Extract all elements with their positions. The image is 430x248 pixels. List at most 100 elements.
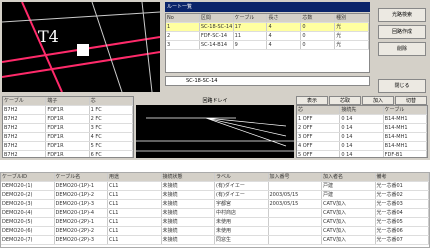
header-cell: 接続状態 (162, 173, 216, 181)
table-cell: FDF1R (46, 151, 89, 158)
table-cell: CL1 (108, 236, 162, 244)
table-cell: 未接続 (162, 218, 216, 226)
tab[interactable]: 芯取 (329, 96, 361, 105)
tab[interactable]: 表示 (296, 96, 328, 105)
table-cell: 4 (267, 23, 301, 31)
button[interactable]: 光路検索 (378, 8, 426, 22)
table-cell: CL1 (108, 209, 162, 217)
panel-title: ルート一覧 (165, 2, 370, 12)
table-cell (269, 227, 323, 235)
table-cell: B7H2 (3, 124, 46, 132)
table-cell: 4 (267, 32, 301, 40)
table-cell: B7H2 (3, 142, 46, 150)
table-cell: 0 14 (340, 133, 383, 141)
table-cell: 6 FC (90, 151, 133, 158)
table-cell: 1 OFF (297, 115, 340, 123)
diagram-bg (136, 96, 294, 158)
map-node (77, 44, 89, 56)
header-cell: 長さ (267, 14, 301, 22)
button[interactable]: 削除 (378, 42, 426, 56)
table-cell: FDF1R (46, 106, 89, 114)
header-cell: 芯 (90, 97, 133, 105)
table-cell: (有)ダイエー (215, 191, 269, 199)
table-cell: 4 (267, 41, 301, 49)
table-cell: DEMO20-(1P)-2 (55, 191, 109, 199)
table-cell: CATV加入 (322, 236, 376, 244)
table-cell: 未接続 (162, 200, 216, 208)
tab[interactable]: 切替 (395, 96, 427, 105)
table-cell: 未接続 (162, 209, 216, 217)
table-cell: B7H2 (3, 106, 46, 114)
table-cell: B7H2 (3, 151, 46, 158)
table-cell: 0 14 (340, 124, 383, 132)
button[interactable]: 回路作成 (378, 25, 426, 39)
table-cell: 光ー芯番06 (376, 227, 430, 235)
table-cell: 中村商店 (215, 209, 269, 217)
button[interactable]: 閉じる (378, 79, 426, 93)
table-cell: 未接続 (162, 191, 216, 199)
table-cell (269, 236, 323, 244)
table-cell: CATV加入 (322, 209, 376, 217)
header-row: 芯接続先ケーブル (297, 106, 427, 115)
table-cell: DEMO20-(6) (1, 227, 55, 235)
route-input[interactable]: SC-18-SC-14 (165, 76, 370, 86)
header-row: No区間ケーブル長さ芯数種別 (166, 14, 369, 23)
table-cell: 未使用 (215, 218, 269, 226)
table-cell: 5 FC (90, 142, 133, 150)
table-cell: 光 (335, 41, 369, 49)
table-cell: 未接続 (162, 236, 216, 244)
table-cell: 0 14 (340, 115, 383, 123)
table-cell: DEMO20-(1P)-3 (55, 200, 109, 208)
table-cell: 1 FC (90, 106, 133, 114)
bottom-table: ケーブルIDケーブル名用途接続状態ラベル加入番号加入者名備考DEMO20-(1)… (0, 172, 430, 248)
table-cell: 3 FC (90, 124, 133, 132)
table-cell: CL1 (108, 182, 162, 190)
table-cell: 光ー芯番04 (376, 209, 430, 217)
table-cell: 未接続 (162, 227, 216, 235)
table-cell: 光ー芯番01 (376, 182, 430, 190)
table-cell: CATV加入 (322, 218, 376, 226)
header-cell: 加入者名 (322, 173, 376, 181)
table-cell: 2 FC (90, 115, 133, 123)
tab[interactable]: 加入 (362, 96, 394, 105)
table-cell: 5 OFF (297, 151, 340, 158)
table-cell: CL1 (108, 218, 162, 226)
header-cell: 備考 (376, 173, 430, 181)
header-cell: 接続先 (340, 106, 383, 114)
table-cell: 光ー芯番02 (376, 191, 430, 199)
header-cell: ケーブル (234, 14, 268, 22)
table-cell: B7H2 (3, 133, 46, 141)
table-cell: 17 (234, 23, 268, 31)
table-cell: 11 (234, 32, 268, 40)
table-cell: FDF-SC-14 (200, 32, 234, 40)
table-cell: FDF-B1 (384, 151, 427, 158)
table-cell: B14-MH1 (384, 115, 427, 123)
header-cell: 芯 (297, 106, 340, 114)
table-cell: DEMO20-(2P)-1 (55, 218, 109, 226)
table-cell: DEMO20-(2) (1, 191, 55, 199)
table-cell: DEMO20-(7) (1, 236, 55, 244)
